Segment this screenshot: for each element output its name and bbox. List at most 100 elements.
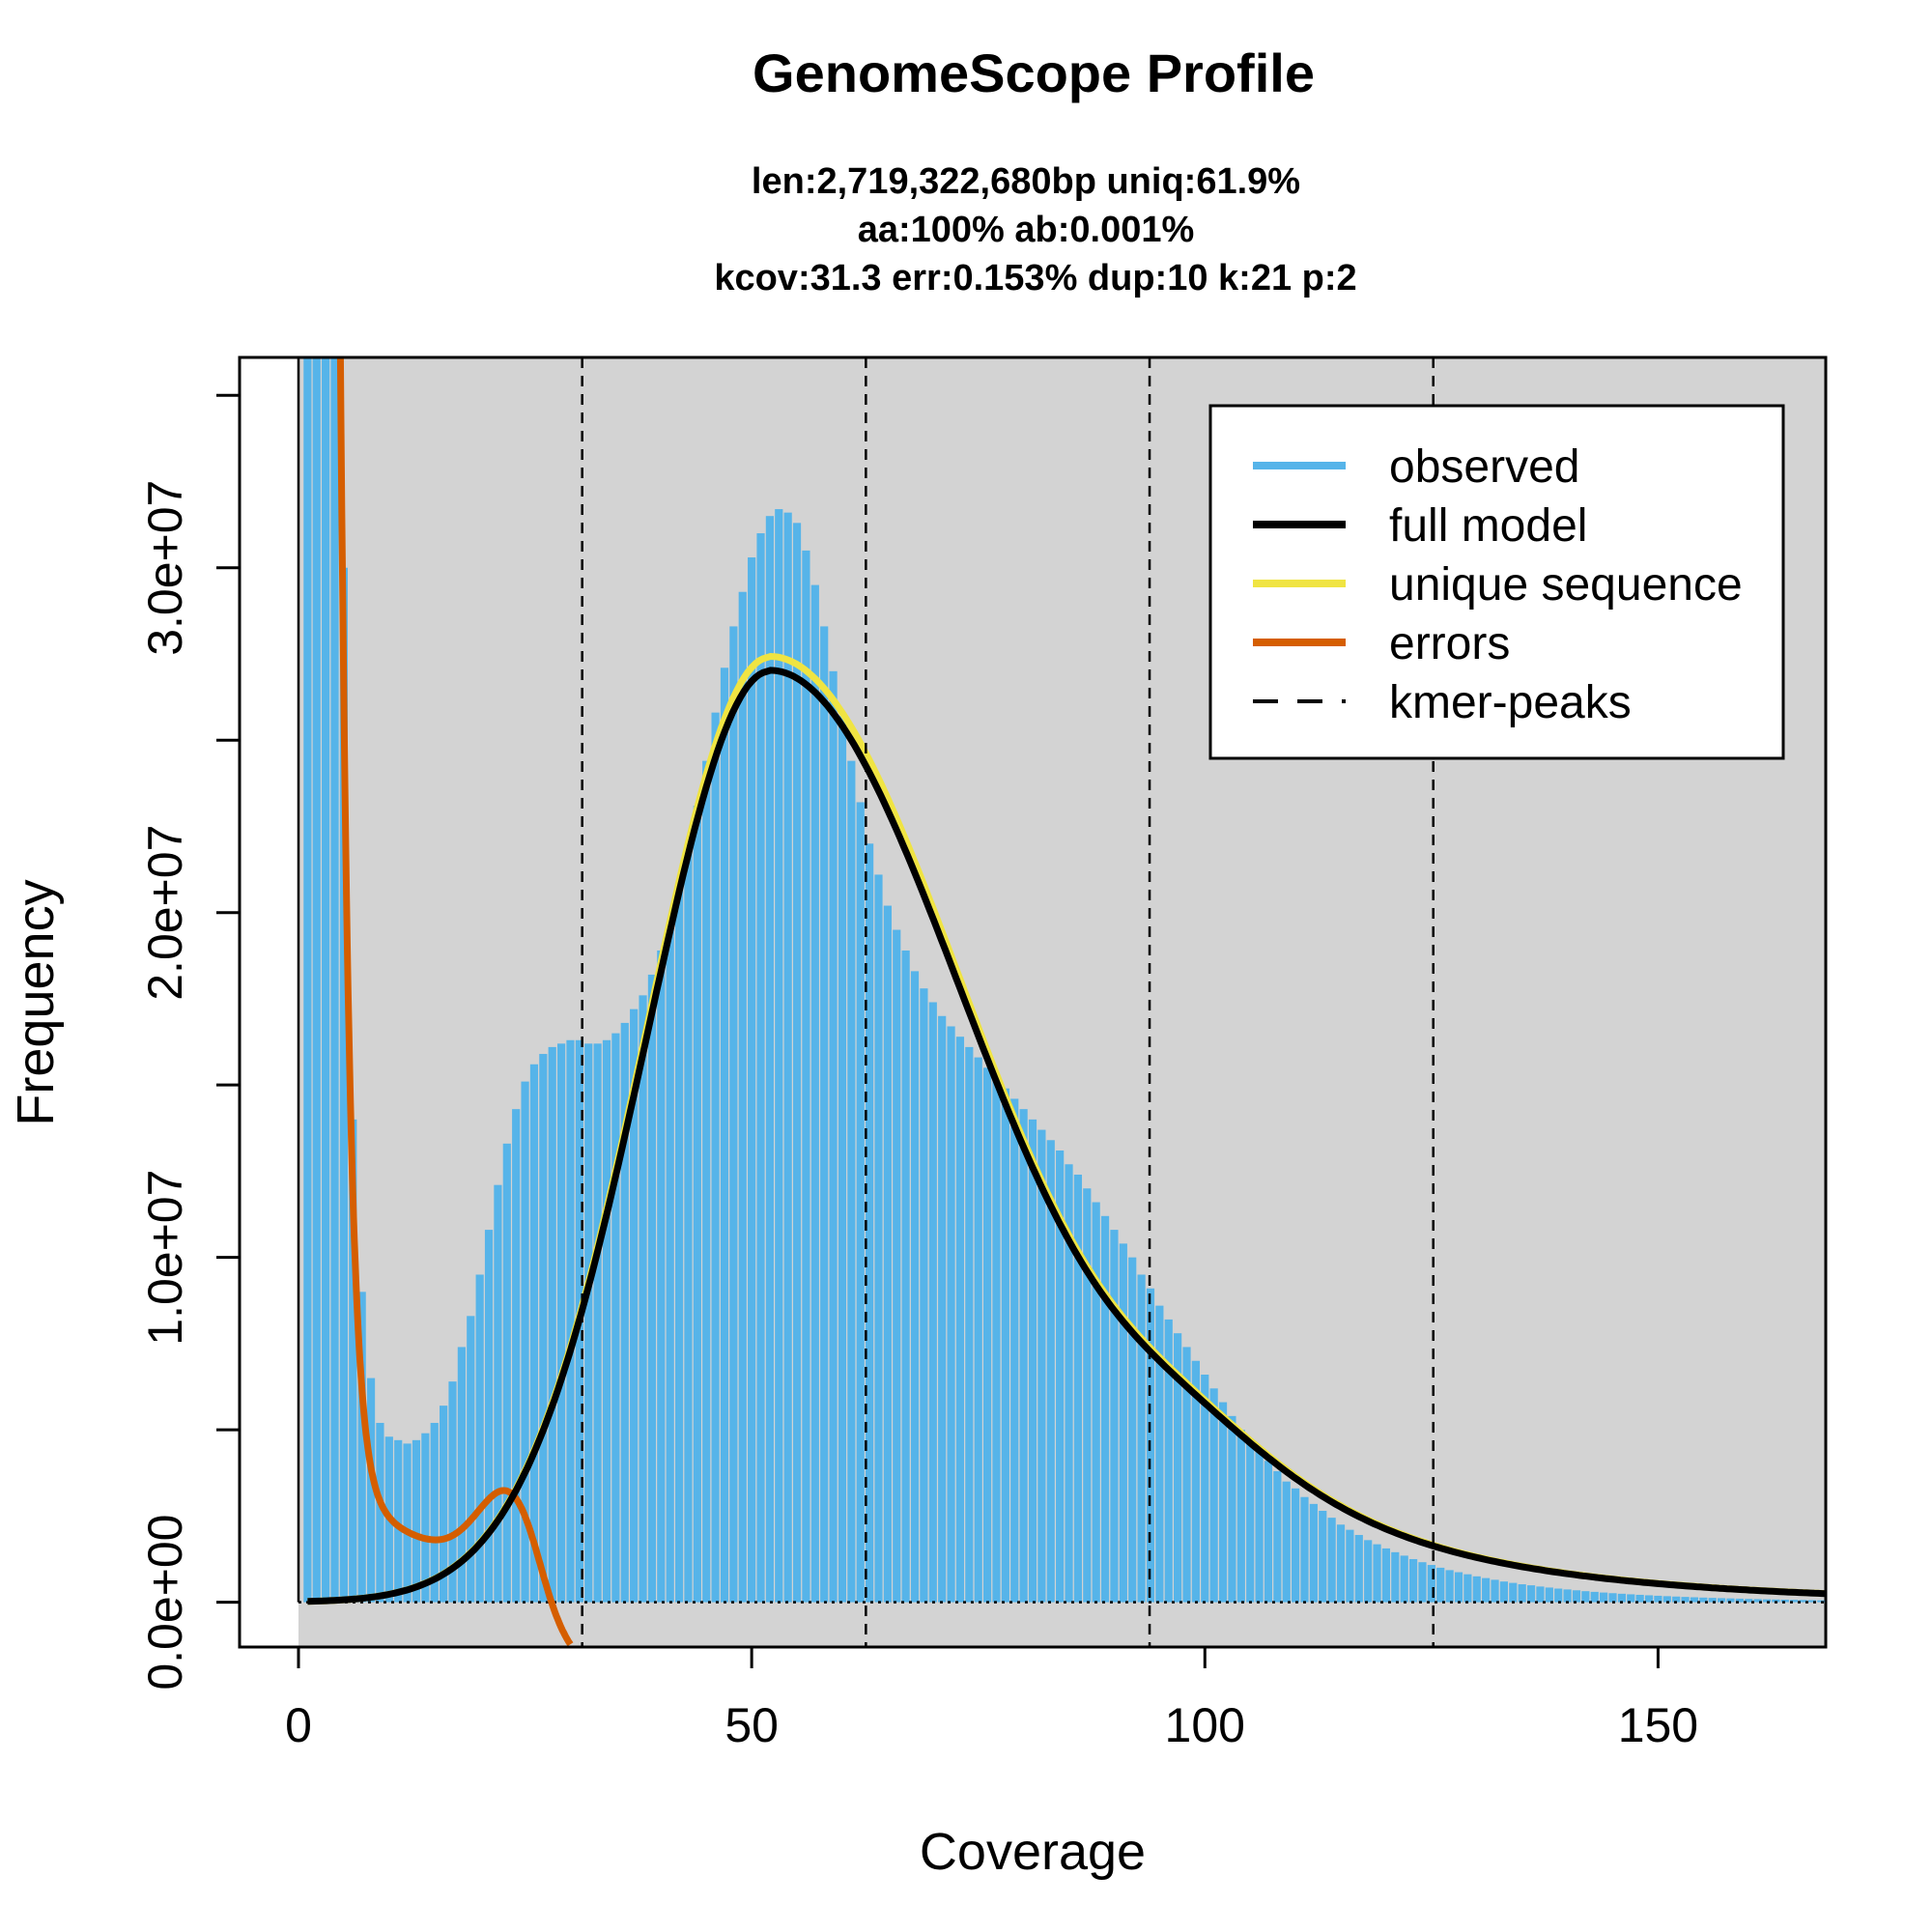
observed-bar (765, 516, 774, 1603)
observed-bar (412, 1439, 421, 1603)
x-tick-label: 50 (724, 1698, 779, 1752)
observed-bar (847, 760, 856, 1603)
x-tick-label: 0 (285, 1698, 312, 1752)
observed-bar (1799, 1600, 1807, 1603)
observed-bar (611, 1033, 620, 1603)
observed-bar (620, 1022, 629, 1603)
observed-bar (1010, 1098, 1019, 1603)
observed-bar (521, 1081, 529, 1603)
observed-bar (467, 1316, 475, 1603)
observed-bar (322, 357, 330, 1603)
observed-bar (1001, 1088, 1009, 1603)
observed-bar (303, 357, 312, 1603)
observed-bar (901, 950, 910, 1603)
observed-bar (965, 1046, 974, 1603)
observed-bar (883, 905, 892, 1603)
observed-bar (1472, 1576, 1481, 1603)
errors-line (336, 357, 574, 1647)
observed-bar (1201, 1375, 1209, 1603)
observed-bar (1536, 1586, 1545, 1603)
observed-bar (1762, 1599, 1772, 1603)
observed-bar (484, 1230, 494, 1603)
observed-bar (1309, 1503, 1318, 1603)
legend-label-unique-sequence: unique sequence (1389, 559, 1743, 611)
observed-bar (1354, 1534, 1363, 1603)
observed-bar (1780, 1599, 1789, 1603)
observed-bar (1699, 1597, 1708, 1603)
observed-bar (1445, 1570, 1454, 1603)
observed-bar (593, 1043, 602, 1603)
observed-bar (394, 1439, 403, 1603)
observed-bar (1563, 1589, 1572, 1603)
observed-bar (1482, 1577, 1491, 1603)
observed-bar (1690, 1597, 1699, 1603)
observed-bar (1391, 1551, 1400, 1603)
observed-bar (1654, 1595, 1662, 1603)
observed-bar (312, 357, 321, 1603)
observed-bar (376, 1422, 384, 1603)
observed-bar (339, 567, 348, 1603)
observed-bar (1028, 1119, 1037, 1603)
legend-label-full-model: full model (1389, 500, 1587, 552)
observed-bar (330, 357, 339, 1603)
observed-bar (1790, 1600, 1799, 1603)
observed-bar (1753, 1599, 1762, 1603)
observed-bar (1046, 1140, 1055, 1603)
observed-bar (1128, 1257, 1137, 1603)
observed-bar (539, 1054, 548, 1603)
observed-bar (1872, 1601, 1880, 1602)
observed-bar (992, 1078, 1001, 1603)
observed-bar (502, 1143, 511, 1603)
observed-bar (1083, 1188, 1092, 1603)
x-tick-label: 100 (1165, 1698, 1245, 1752)
observed-bar (1019, 1109, 1028, 1603)
observed-bar (874, 874, 883, 1603)
observed-bar (1336, 1524, 1346, 1603)
observed-bar (349, 1119, 357, 1603)
observed-bar (1581, 1591, 1590, 1603)
observed-bar (982, 1067, 992, 1603)
observed-bar (955, 1037, 965, 1603)
observed-bar (1627, 1594, 1635, 1603)
observed-bar (1282, 1481, 1291, 1603)
observed-bar (1174, 1333, 1182, 1603)
observed-bar (647, 974, 657, 1603)
observed-bar (1073, 1174, 1083, 1603)
observed-bar (1400, 1555, 1408, 1603)
observed-bar (674, 888, 684, 1603)
observed-bar (1827, 1601, 1834, 1603)
observed-bar (448, 1381, 457, 1603)
observed-bar (1255, 1450, 1264, 1603)
legend-label-kmer-peaks: kmer-peaks (1389, 677, 1632, 728)
observed-bar (494, 1184, 502, 1603)
observed-bar (893, 929, 901, 1603)
observed-bar (512, 1109, 521, 1603)
observed-bar (421, 1433, 430, 1603)
observed-bar (1319, 1511, 1327, 1603)
observed-bar (711, 712, 720, 1603)
observed-bar (1037, 1129, 1046, 1603)
observed-bar (357, 1292, 366, 1603)
observed-bar (403, 1443, 412, 1603)
observed-bar (920, 988, 928, 1603)
observed-bar (910, 971, 920, 1603)
observed-bar (1065, 1164, 1073, 1603)
observed-bar (1681, 1597, 1690, 1603)
observed-bar (693, 806, 701, 1603)
observed-bar (1526, 1585, 1536, 1603)
observed-bar (1137, 1274, 1146, 1603)
observed-bar (1672, 1596, 1681, 1603)
observed-bar (1264, 1461, 1273, 1603)
observed-bar (1881, 1601, 1889, 1602)
legend: observed full model unique sequence errors k… (1208, 404, 1785, 760)
observed-bar (1635, 1594, 1644, 1603)
observed-bar (1119, 1243, 1127, 1603)
observed-bar (866, 843, 874, 1603)
observed-bar (1100, 1215, 1110, 1603)
observed-bar (1617, 1593, 1626, 1603)
observed-bar (838, 716, 847, 1603)
observed-bar (1518, 1584, 1526, 1603)
x-axis-label: Coverage (920, 1823, 1146, 1881)
observed-bar (947, 1026, 955, 1603)
